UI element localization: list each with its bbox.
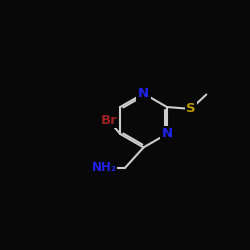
Text: NH₂: NH₂ bbox=[92, 161, 116, 174]
Text: N: N bbox=[138, 87, 149, 100]
Text: N: N bbox=[161, 128, 172, 140]
Text: S: S bbox=[186, 102, 196, 116]
Text: Br: Br bbox=[100, 114, 117, 127]
